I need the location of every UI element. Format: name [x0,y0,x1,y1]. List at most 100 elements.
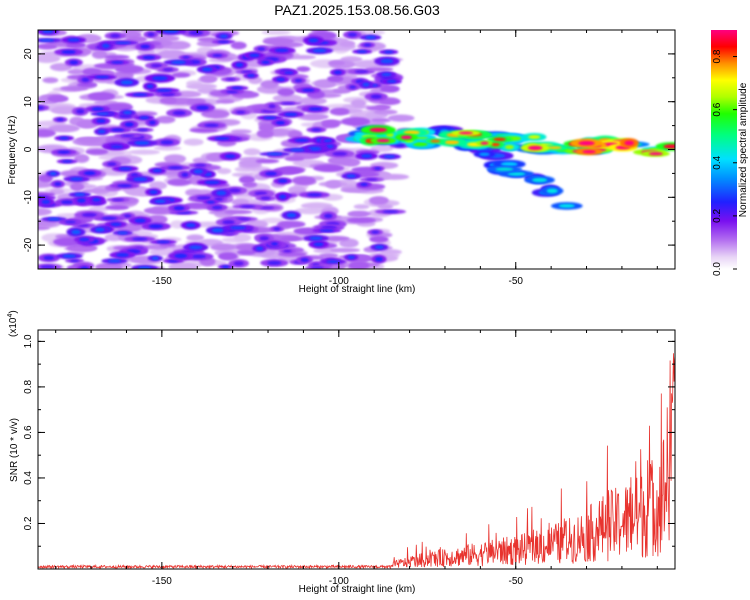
heatmap-cell [186,98,206,105]
heatmap-cell-core [255,246,264,251]
heatmap-cell [255,158,280,164]
heatmap-cell-core [347,32,357,37]
heatmap-cell-core [137,266,152,269]
heatmap-cell [95,262,123,269]
colorbar: 0.0 0.2 0.4 0.6 0.8 Normalized spectral ampl… [711,30,749,276]
heatmap-cell [379,97,401,106]
heatmap-cell-core [249,53,260,58]
snr-axes: -150 -100 -50 0.2 0.4 0.6 0.8 1.0 [23,330,675,587]
heatmap-cell-core [240,205,256,208]
heatmap-cell [66,42,86,49]
heatmap-cell-core [134,218,146,223]
heatmap-cell-core [386,79,397,83]
heatmap-cell-core [479,152,490,157]
snr-series-line [38,353,675,569]
heatmap-cell-core [326,144,334,149]
heatmap-cell [325,235,350,242]
heatmap-cell-core [64,220,76,224]
spectrogram-ylabel: Frequency (Hz) [7,116,18,185]
heatmap-cell [261,30,291,35]
heatmap-cell-core [110,128,125,132]
heatmap-cell-core [139,116,150,120]
heatmap-cell [189,128,219,133]
heatmap-cell-core [152,76,168,81]
heatmap-cell-core [346,174,356,178]
heatmap-cell-core [109,33,121,38]
heatmap-cell-core [374,245,384,249]
heatmap-cell-core [228,188,241,193]
heatmap-cell [49,63,73,72]
heatmap-cell [174,90,202,98]
heatmap-cell-core [363,43,372,47]
heatmap-cell-core [83,171,96,176]
heatmap-cell [87,91,116,101]
heatmap-cell-core [376,138,390,143]
heatmap-cell-core [381,72,392,77]
heatmap-cell-core [80,266,89,269]
colorbar-tick-label: 0.0 [712,262,723,276]
heatmap-cell-core [150,63,163,68]
heatmap-cell-core [231,86,243,90]
heatmap-cell-core [146,84,154,89]
heatmap-cell-core [254,191,268,196]
heatmap-cell-core [495,167,514,171]
heatmap-cell-core [174,253,188,259]
heatmap-cell-core [115,253,129,257]
heatmap-cell [298,96,327,105]
heatmap-cell [115,64,144,74]
heatmap-cell-core [582,150,596,154]
heatmap-cell-core [132,93,148,97]
heatmap-cell-core [56,118,64,121]
heatmap-cell-core [365,35,376,39]
heatmap-cell-core [349,85,357,89]
heatmap-cell [300,113,329,121]
heatmap-cell-core [110,222,122,227]
heatmap-cell-core [648,152,663,156]
heatmap-cell-core [302,88,315,92]
colorbar-tick-label: 0.6 [712,102,723,116]
heatmap-cell-core [92,198,101,202]
heatmap-cell [370,144,394,152]
heatmap-cell-core [193,169,203,174]
heatmap-cell-core [69,259,80,262]
heatmap-cell [243,148,261,156]
heatmap-cell-core [204,180,220,185]
y-tick-label: 0 [23,146,34,152]
heatmap-cell-core [59,136,70,140]
heatmap-cell-core [97,129,106,134]
heatmap-cell [149,181,168,190]
heatmap-cell-core [106,162,117,167]
heatmap-cell [143,206,175,215]
heatmap-cell-core [148,224,164,229]
heatmap-cell-core [171,60,186,64]
heatmap-cell [321,120,340,129]
heatmap-cell [192,157,209,164]
heatmap-cell [216,168,232,175]
heatmap-cell-core [211,228,224,233]
heatmap-cell [104,54,130,60]
y-tick-label: 0.8 [23,380,34,394]
heatmap-cell-core [181,172,189,178]
heatmap-cell [224,209,253,215]
heatmap-cell-core [185,223,196,228]
heatmap-cell [373,109,398,115]
heatmap-cell-core [532,177,548,183]
heatmap-cell [38,129,56,138]
heatmap-cell-core [383,50,394,54]
heatmap-cell [172,72,191,78]
heatmap-cell-core [260,196,271,200]
heatmap-cell-core [196,105,209,111]
heatmap-cell [159,97,177,105]
heatmap-cell [326,75,344,83]
heatmap-cell [147,214,168,225]
heatmap-cell-core [214,136,231,141]
heatmap-cell-core [172,110,186,116]
heatmap-cell [91,50,108,59]
heatmap-cell-core [102,43,110,49]
x-tick-label: -100 [329,276,349,287]
heatmap-cell-core [308,107,323,111]
heatmap-cell-core [162,30,179,34]
snr-xlabel: Height of straight line (km) [299,584,416,595]
heatmap-cell-core [259,206,275,209]
snr-ylabel: SNR (10 * v/v) [9,418,20,482]
